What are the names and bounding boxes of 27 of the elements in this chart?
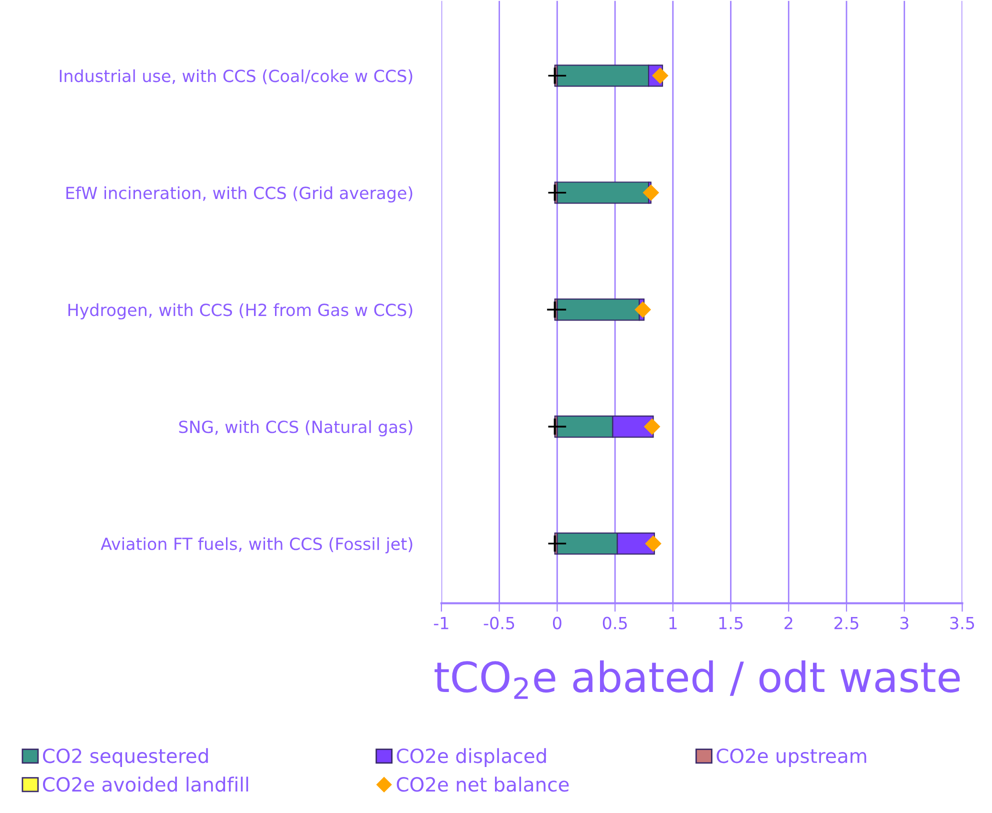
x-tick-label: 2 [784,616,792,630]
x-tick-label: 2.5 [834,616,858,630]
bar [556,182,650,204]
x-tick-label: 1 [669,616,677,630]
y-tick-label: EfW incineration, with CCS (Grid average) [66,186,412,202]
legend-label: CO2 sequestered [42,748,208,767]
legend-label: CO2e displaced [396,748,546,767]
y-tick-label: SNG, with CCS (Natural gas) [179,420,412,436]
legend-label: CO2e net balance [396,776,569,792]
point [642,184,660,201]
x-tick-label: 0 [552,616,562,630]
y-tick-label: Hydrogen, with CCS (H2 from Gas w CCS) [68,303,412,320]
legend-label: CO2e avoided landfill [42,776,248,792]
x-tick-label: 0.5 [602,616,627,630]
x-tick-label: 3.5 [950,616,974,630]
legend-label: CO2e upstream [716,748,866,767]
x-tick-label: -0.5 [484,616,514,630]
point [634,301,652,318]
y-tick-label: Industrial use, with CCS (Coal/coke w CCS) [60,69,412,84]
point [645,535,662,552]
x-tick-label: -1 [434,616,448,630]
x-tick-label: 1.5 [719,616,743,630]
x-tick-label: 3 [900,616,908,630]
point [652,67,668,84]
point [644,418,660,435]
x-axis-title: tCO$_{2}$e abated / odt waste [434,660,960,699]
y-tick-label: Aviation FT fuels, with CCS (Fossil jet) [100,537,412,554]
